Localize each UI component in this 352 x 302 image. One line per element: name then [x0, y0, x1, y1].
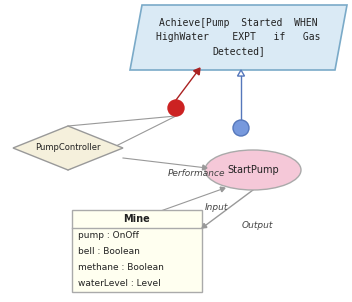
- Text: pump : OnOff: pump : OnOff: [78, 232, 139, 240]
- Bar: [72, 210, 202, 292]
- Ellipse shape: [205, 150, 301, 190]
- Text: StartPump: StartPump: [227, 165, 279, 175]
- Text: methane : Boolean: methane : Boolean: [78, 264, 164, 272]
- Text: PumpController: PumpController: [35, 143, 101, 153]
- Text: Achieve[Pump  Started  WHEN
HighWater    EXPT   if   Gas
Detected]: Achieve[Pump Started WHEN HighWater EXPT…: [156, 18, 321, 56]
- Polygon shape: [194, 68, 200, 75]
- Text: Performance: Performance: [168, 169, 226, 178]
- Circle shape: [233, 120, 249, 136]
- Polygon shape: [13, 126, 123, 170]
- Text: Output: Output: [242, 220, 274, 230]
- Text: Input: Input: [205, 204, 228, 213]
- Circle shape: [168, 100, 184, 116]
- Text: Mine: Mine: [124, 214, 150, 224]
- Polygon shape: [130, 5, 347, 70]
- Text: bell : Boolean: bell : Boolean: [78, 248, 140, 256]
- Polygon shape: [202, 165, 207, 170]
- Polygon shape: [202, 223, 207, 228]
- Text: waterLevel : Level: waterLevel : Level: [78, 279, 161, 288]
- Polygon shape: [220, 187, 225, 192]
